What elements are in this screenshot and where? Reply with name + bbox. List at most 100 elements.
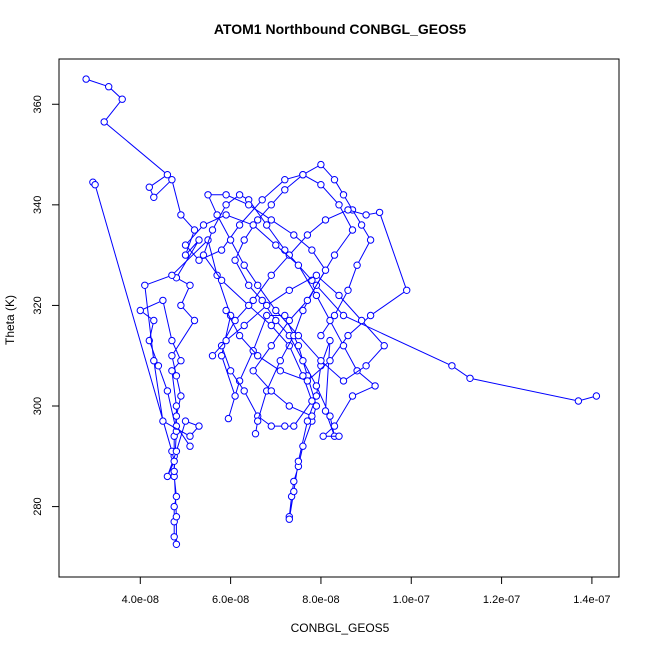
data-point [276,367,284,375]
x-tick-label: 8.0e-08 [302,594,339,606]
y-tick-label: 340 [32,196,44,214]
y-tick-label: 360 [32,95,44,113]
data-point [195,422,203,430]
data-point [163,171,172,179]
data-point [466,374,474,382]
data-point [172,447,181,455]
data-point [326,357,334,365]
data-point [285,286,293,294]
data-point [285,515,293,523]
data-point [267,271,275,279]
data-point [136,306,145,315]
data-point [267,201,275,209]
data-point [353,261,361,269]
y-axis-label: Theta (K) [3,295,17,345]
data-point [574,397,583,405]
data-point [299,171,307,179]
data-point [170,502,178,511]
data-point [294,331,303,340]
data-point [224,414,233,423]
data-point [299,372,307,380]
data-point [208,226,217,234]
data-point [217,246,226,254]
data-point [290,231,298,239]
data-point [267,321,275,330]
data-point [186,432,194,440]
data-point [118,95,126,103]
data-point [330,311,339,320]
data-point [290,477,298,486]
data-point [317,181,325,189]
data-point [267,387,275,395]
data-point [245,301,253,310]
data-point [254,216,262,224]
data-point [150,193,158,202]
data-point [170,467,178,476]
x-tick-label: 6.0e-08 [212,594,249,606]
data-point [245,281,253,289]
data-point [235,221,244,229]
data-point [170,533,178,541]
data-point [172,412,181,420]
data-point [177,357,185,365]
data-point [170,457,178,465]
data-point [172,513,181,521]
data-point [168,336,176,345]
data-point [186,281,194,289]
data-point [294,457,303,465]
data-point [168,176,176,184]
data-point [217,276,226,284]
data-layer [82,75,601,548]
data-point [380,342,388,350]
data-point [240,321,248,330]
data-point [168,367,176,375]
data-point [335,432,343,440]
data-point [308,246,316,254]
data-point [299,442,307,450]
data-point [163,472,172,481]
data-point [195,236,203,244]
data-point [172,372,181,380]
data-point [181,417,190,425]
series-line [202,194,597,427]
data-point [172,492,181,501]
data-point [231,392,239,400]
data-point [213,211,221,219]
data-point [263,221,271,229]
data-point [317,331,325,340]
data-point [357,221,366,229]
data-point [299,357,307,365]
data-point [312,392,321,400]
data-point [357,316,366,325]
data-point [317,160,325,169]
data-point [330,251,339,259]
data-point [348,392,357,400]
data-point [303,296,312,305]
axes-layer: 4.0e-08 6.0e-08 8.0e-08 1.0e-07 1.2e-07 1.4e-… [32,95,611,606]
data-point [448,362,456,370]
data-point [344,286,352,294]
data-point [294,342,303,350]
data-point [330,422,339,430]
data-point [267,342,275,350]
data-point [366,236,375,244]
data-point [154,362,163,370]
data-point [240,387,248,395]
data-point [199,221,208,229]
data-point [91,181,99,189]
x-tick-label: 1.0e-07 [393,594,430,606]
data-point [249,367,257,375]
data-point [222,201,230,209]
data-point [371,382,379,390]
data-point [308,397,316,405]
data-point [82,75,90,83]
data-point [312,271,321,279]
data-point [335,291,343,300]
data-point [145,183,154,191]
data-point [100,118,108,126]
data-point [186,442,194,450]
data-point [222,211,230,219]
data-point [267,216,275,224]
data-point [312,402,321,410]
